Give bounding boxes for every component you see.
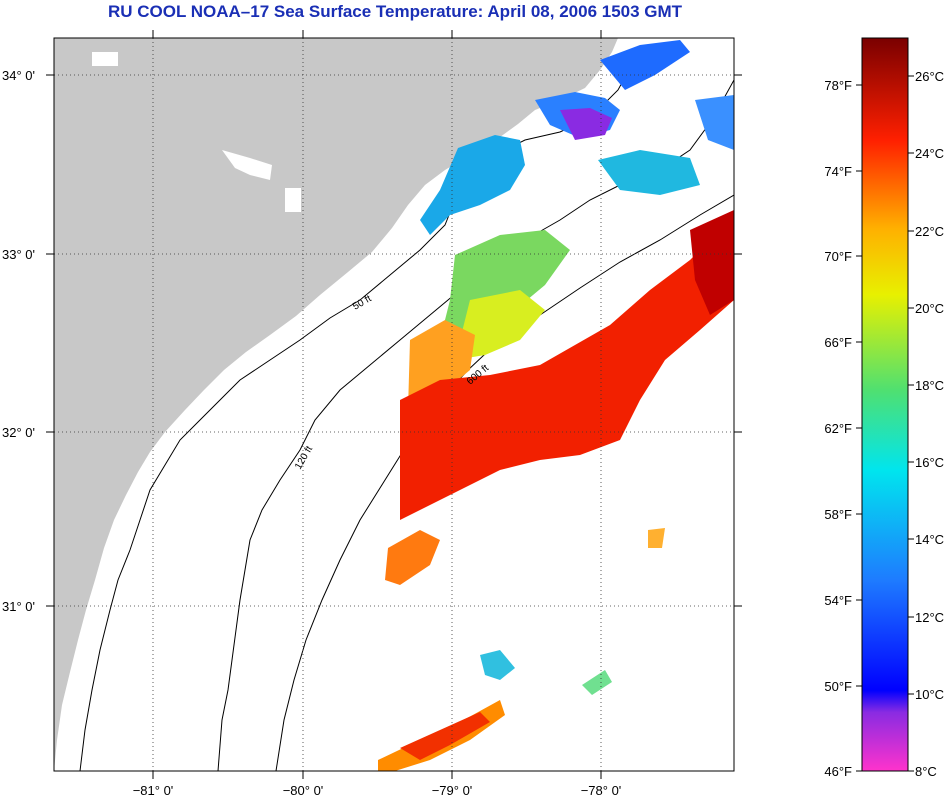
inland-lake bbox=[222, 150, 272, 180]
colorbar-c-label: 22°C bbox=[915, 224, 944, 239]
colorbar-c-label: 20°C bbox=[915, 301, 944, 316]
colorbar-c-label: 26°C bbox=[915, 69, 944, 84]
sst-patch-coldest bbox=[560, 108, 612, 140]
sst-patch-red bbox=[400, 215, 734, 520]
sst-patch-darkred bbox=[690, 210, 734, 315]
colorbar-c-label: 16°C bbox=[915, 455, 944, 470]
sst-patch-orange bbox=[408, 320, 475, 410]
colorbar-c-label: 8°C bbox=[915, 764, 937, 779]
sst-patch-orange bbox=[385, 530, 440, 585]
sst-patch-cyan bbox=[598, 150, 700, 195]
lat-label: 34° 0' bbox=[2, 68, 35, 83]
graticule bbox=[54, 38, 734, 771]
colorbar-c-label: 24°C bbox=[915, 146, 944, 161]
contour-120ft bbox=[217, 79, 734, 771]
map-title: RU COOL NOAA–17 Sea Surface Temperature:… bbox=[107, 2, 683, 21]
colorbar bbox=[861, 37, 909, 772]
sst-patch-red bbox=[400, 712, 490, 760]
sst-patch-cyan bbox=[480, 650, 515, 680]
colorbar-c-label: 18°C bbox=[915, 378, 944, 393]
colorbar-c-label: 12°C bbox=[915, 610, 944, 625]
inland-lake bbox=[285, 188, 301, 212]
colorbar-f-label: 62°F bbox=[824, 421, 852, 436]
colorbar-f-label: 70°F bbox=[824, 249, 852, 264]
land-mass bbox=[54, 38, 618, 771]
colorbar-ticks bbox=[856, 75, 914, 772]
axis-ticks bbox=[46, 30, 742, 779]
sst-patch-cold bbox=[695, 95, 734, 150]
colorbar-f-label: 46°F bbox=[824, 764, 852, 779]
colorbar-c-label: 14°C bbox=[915, 532, 944, 547]
colorbar-f-label: 74°F bbox=[824, 164, 852, 179]
lat-label: 31° 0' bbox=[2, 599, 35, 614]
lon-label: −78° 0' bbox=[581, 783, 622, 798]
colorbar-f-label: 78°F bbox=[824, 78, 852, 93]
sst-patch-cold bbox=[600, 40, 690, 90]
sst-patch-cyan bbox=[420, 135, 525, 235]
colorbar-f-label: 66°F bbox=[824, 335, 852, 350]
lon-label: −79° 0' bbox=[432, 783, 473, 798]
colorbar-c-label: 10°C bbox=[915, 687, 944, 702]
sst-patch-orange bbox=[648, 528, 665, 548]
lon-label: −80° 0' bbox=[283, 783, 324, 798]
sst-patch-yellow bbox=[455, 290, 545, 360]
colorbar-f-label: 54°F bbox=[824, 593, 852, 608]
colorbar-f-label: 58°F bbox=[824, 507, 852, 522]
lon-label: −81° 0' bbox=[133, 783, 174, 798]
colorbar-f-label: 50°F bbox=[824, 679, 852, 694]
lat-label: 32° 0' bbox=[2, 425, 35, 440]
lat-label: 33° 0' bbox=[2, 247, 35, 262]
inland-lake bbox=[92, 52, 118, 66]
map-frame bbox=[53, 37, 735, 772]
sst-patch-green bbox=[582, 670, 612, 695]
